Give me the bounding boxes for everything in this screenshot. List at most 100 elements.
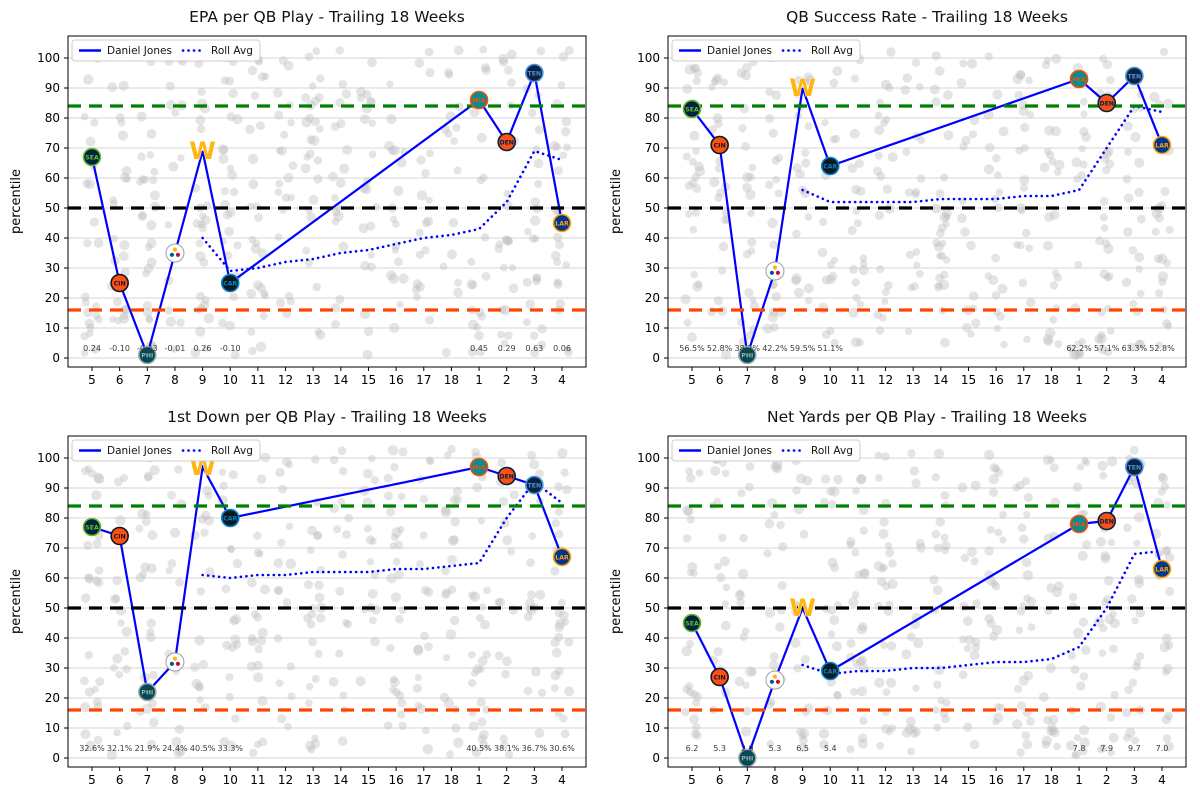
chart-qb-success-rate: QB Success Rate - Trailing 18 Weeks SEA C… (600, 0, 1200, 400)
panthers-logo: CAR (220, 508, 240, 528)
svg-text:SEA: SEA (685, 106, 699, 113)
svg-text:90: 90 (645, 81, 660, 95)
svg-text:80: 80 (645, 111, 660, 125)
svg-text:0.45: 0.45 (470, 344, 488, 353)
roll-avg-line (801, 549, 1164, 676)
svg-text:17: 17 (1016, 373, 1031, 387)
daniel-jones-line (691, 74, 1164, 356)
dolphins-logo: MIA (469, 90, 489, 110)
league-scatter (681, 445, 1175, 760)
svg-text:57.1%: 57.1% (1094, 344, 1120, 353)
svg-text:13: 13 (306, 373, 321, 387)
svg-text:50: 50 (645, 601, 660, 615)
svg-text:LAR: LAR (555, 220, 569, 227)
svg-text:50: 50 (45, 601, 60, 615)
dolphins-logo: MIA (1069, 69, 1089, 89)
svg-text:80: 80 (45, 511, 60, 525)
svg-text:12: 12 (278, 373, 293, 387)
svg-text:20: 20 (645, 291, 660, 305)
value-labels: 6.2 5.3 2.0 5.3 6.5 5.4 7.8 7.9 9.7 7.0 (686, 744, 1169, 753)
svg-text:DEN: DEN (499, 473, 514, 480)
seahawks-logo: SEA (82, 147, 102, 167)
svg-text:90: 90 (45, 81, 60, 95)
y-axis-label: percentile (609, 569, 624, 634)
svg-text:30: 30 (45, 661, 60, 675)
svg-text:6: 6 (716, 773, 724, 787)
svg-text:7: 7 (143, 773, 151, 787)
titans-logo: TEN (525, 475, 544, 495)
svg-text:10: 10 (223, 773, 238, 787)
league-scatter (80, 445, 575, 761)
reference-lines (68, 104, 586, 312)
y-axis-label: percentile (9, 569, 24, 634)
svg-text:7.0: 7.0 (1156, 744, 1169, 753)
svg-text:5: 5 (688, 773, 696, 787)
legend-roll-avg: Roll Avg (211, 445, 253, 457)
svg-text:51.1%: 51.1% (818, 344, 844, 353)
svg-text:5.3: 5.3 (769, 744, 782, 753)
svg-text:11: 11 (250, 373, 265, 387)
svg-text:0.26: 0.26 (194, 344, 212, 353)
svg-text:50: 50 (45, 201, 60, 215)
broncos-logo: DEN (497, 466, 517, 486)
svg-text:6: 6 (116, 773, 124, 787)
broncos-logo: DEN (1097, 511, 1117, 531)
legend-roll-avg: Roll Avg (811, 45, 853, 57)
svg-text:100: 100 (637, 451, 660, 465)
svg-text:70: 70 (45, 541, 60, 555)
svg-text:14: 14 (933, 773, 948, 787)
svg-text:5.3: 5.3 (713, 744, 726, 753)
svg-text:5: 5 (88, 373, 96, 387)
seahawks-logo: SEA (682, 99, 702, 119)
svg-text:CAR: CAR (823, 163, 837, 170)
svg-text:21.9%: 21.9% (135, 744, 161, 753)
svg-text:18: 18 (444, 373, 459, 387)
svg-text:15: 15 (961, 773, 976, 787)
svg-text:PHI: PHI (141, 689, 153, 696)
svg-text:9: 9 (799, 373, 807, 387)
rams-logo: LAR (1152, 135, 1172, 155)
svg-text:0: 0 (652, 351, 660, 365)
svg-text:9: 9 (799, 773, 807, 787)
svg-text:PHI: PHI (141, 352, 153, 359)
svg-text:MIA: MIA (1072, 76, 1085, 83)
roll-avg-line (201, 149, 564, 273)
svg-text:60: 60 (45, 171, 60, 185)
svg-text:DEN: DEN (1099, 100, 1114, 107)
svg-text:SEA: SEA (85, 154, 99, 161)
svg-text:1: 1 (475, 773, 483, 787)
svg-text:9: 9 (199, 373, 207, 387)
svg-text:9.7: 9.7 (1128, 744, 1141, 753)
svg-text:30.6%: 30.6% (549, 744, 575, 753)
svg-text:PHI: PHI (741, 755, 753, 762)
svg-text:36.7%: 36.7% (522, 744, 548, 753)
chart-title: QB Success Rate - Trailing 18 Weeks (786, 8, 1068, 26)
svg-text:W: W (789, 594, 815, 622)
svg-text:W: W (189, 137, 215, 165)
svg-text:33.3%: 33.3% (218, 744, 244, 753)
svg-text:16: 16 (988, 773, 1003, 787)
chart-title: EPA per QB Play - Trailing 18 Weeks (189, 8, 465, 26)
svg-text:CAR: CAR (823, 668, 837, 675)
svg-text:24.4%: 24.4% (162, 744, 188, 753)
reference-lines (668, 504, 1186, 712)
svg-text:DEN: DEN (1099, 518, 1114, 525)
svg-text:40: 40 (45, 631, 60, 645)
svg-text:4: 4 (1158, 773, 1166, 787)
eagles-logo: PHI (737, 345, 757, 365)
svg-text:0.06: 0.06 (553, 344, 571, 353)
seahawks-logo: SEA (682, 613, 702, 633)
svg-text:8: 8 (771, 373, 779, 387)
svg-text:56.5%: 56.5% (679, 344, 705, 353)
legend: Daniel Jones Roll Avg (71, 439, 261, 462)
roll-avg-line (201, 480, 564, 580)
svg-text:CIN: CIN (114, 280, 126, 287)
svg-text:CIN: CIN (714, 674, 726, 681)
commanders-logo: W (189, 137, 216, 166)
svg-text:15: 15 (361, 373, 376, 387)
svg-text:PHI: PHI (741, 352, 753, 359)
